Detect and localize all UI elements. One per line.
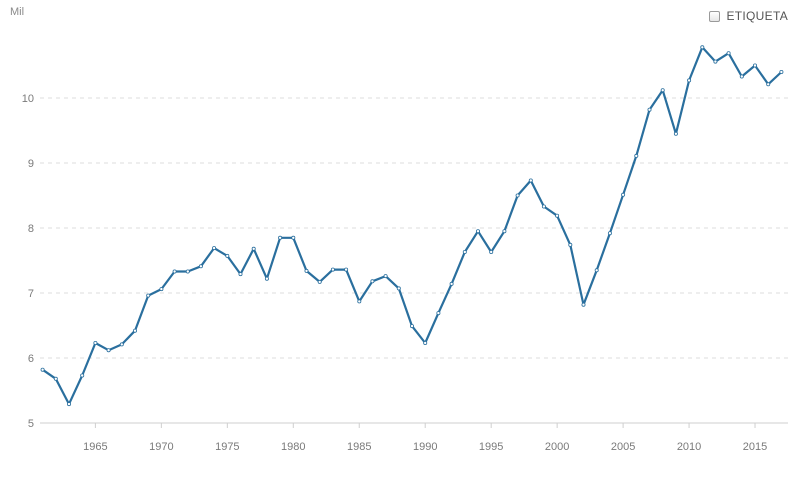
data-point bbox=[212, 246, 217, 251]
data-point bbox=[119, 342, 124, 347]
data-point bbox=[251, 246, 256, 251]
y-tick-label: 8 bbox=[28, 223, 34, 235]
x-tick-label: 2000 bbox=[545, 441, 569, 453]
data-point bbox=[489, 249, 494, 254]
data-point bbox=[330, 267, 335, 272]
data-point bbox=[264, 276, 269, 281]
data-point bbox=[647, 107, 652, 112]
data-point bbox=[198, 264, 203, 269]
data-point bbox=[555, 213, 560, 218]
data-point bbox=[436, 311, 441, 316]
data-point bbox=[67, 402, 72, 407]
data-point bbox=[80, 373, 85, 378]
data-point bbox=[660, 88, 665, 93]
y-tick-label: 10 bbox=[22, 93, 34, 105]
data-point bbox=[278, 235, 283, 240]
data-point bbox=[185, 269, 190, 274]
y-tick-label: 7 bbox=[28, 288, 34, 300]
data-point bbox=[304, 268, 309, 273]
series-line bbox=[41, 46, 783, 406]
data-point bbox=[779, 70, 784, 75]
data-point bbox=[132, 328, 137, 333]
data-point bbox=[40, 367, 45, 372]
data-point bbox=[621, 192, 626, 197]
data-point bbox=[291, 235, 296, 240]
data-point bbox=[713, 59, 718, 64]
x-tick-label: 1985 bbox=[347, 441, 371, 453]
x-tick-label: 2010 bbox=[677, 441, 701, 453]
data-point bbox=[739, 74, 744, 79]
data-point bbox=[383, 274, 388, 279]
data-point bbox=[172, 269, 177, 274]
label-toggle[interactable]: ETIQUETA bbox=[709, 9, 788, 23]
data-point bbox=[700, 45, 705, 50]
x-tick-label: 1975 bbox=[215, 441, 239, 453]
data-point bbox=[541, 204, 546, 209]
data-point bbox=[673, 131, 678, 136]
y-tick-label: 9 bbox=[28, 158, 34, 170]
data-point bbox=[581, 302, 586, 307]
y-unit-label: Mil bbox=[10, 6, 24, 18]
x-tick-label: 2005 bbox=[611, 441, 635, 453]
data-point bbox=[159, 287, 164, 292]
data-point bbox=[726, 51, 731, 56]
data-point bbox=[357, 299, 362, 304]
data-point bbox=[449, 281, 454, 286]
label-checkbox[interactable] bbox=[709, 10, 721, 22]
data-point bbox=[528, 178, 533, 183]
data-point bbox=[225, 253, 230, 258]
data-point bbox=[53, 376, 58, 381]
x-tick-label: 1990 bbox=[413, 441, 437, 453]
x-tick-label: 1980 bbox=[281, 441, 305, 453]
data-point bbox=[462, 249, 467, 254]
x-tick-label: 2015 bbox=[743, 441, 767, 453]
data-point bbox=[687, 78, 692, 83]
data-point bbox=[146, 293, 151, 298]
data-point bbox=[317, 279, 322, 284]
y-tick-label: 6 bbox=[28, 353, 34, 365]
y-tick-label: 5 bbox=[28, 418, 34, 430]
data-point bbox=[423, 340, 428, 345]
data-point bbox=[370, 279, 375, 284]
data-point bbox=[502, 229, 507, 234]
data-point bbox=[594, 268, 599, 273]
data-point bbox=[568, 242, 573, 247]
data-point bbox=[607, 231, 612, 236]
label-checkbox-text: ETIQUETA bbox=[726, 9, 788, 23]
x-tick-label: 1995 bbox=[479, 441, 503, 453]
data-point bbox=[409, 324, 414, 329]
data-point bbox=[515, 193, 520, 198]
x-tick-label: 1965 bbox=[83, 441, 107, 453]
data-point bbox=[93, 340, 98, 345]
data-point bbox=[753, 63, 758, 68]
data-point bbox=[106, 348, 111, 353]
data-point bbox=[634, 153, 639, 158]
data-point bbox=[396, 286, 401, 291]
data-point bbox=[344, 267, 349, 272]
data-point bbox=[475, 229, 480, 234]
data-point bbox=[238, 272, 243, 277]
data-point bbox=[766, 82, 771, 87]
x-tick-label: 1970 bbox=[149, 441, 173, 453]
